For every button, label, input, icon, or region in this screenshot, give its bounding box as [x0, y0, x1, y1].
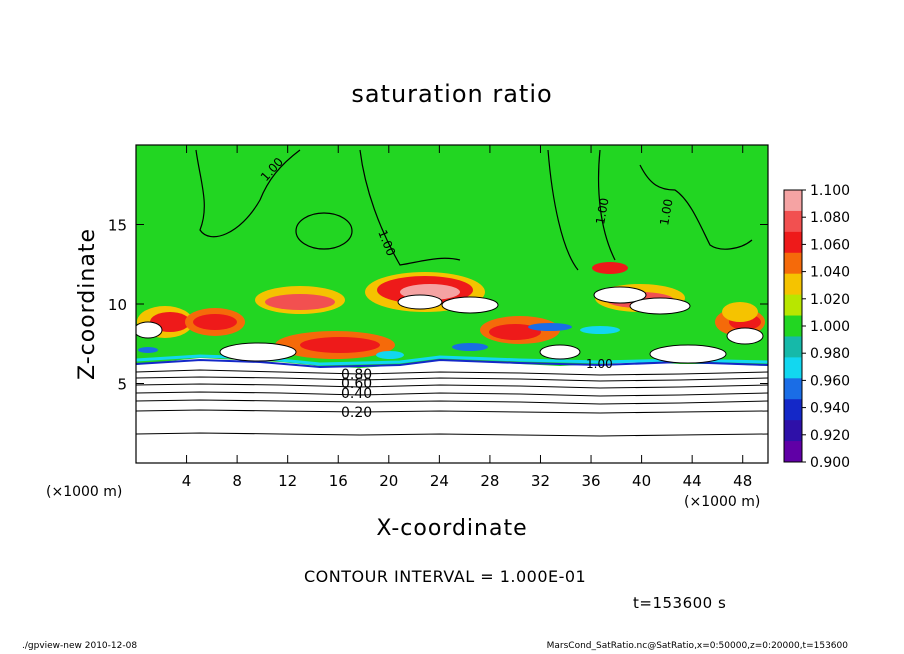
- x-tick-label: 48: [733, 472, 752, 490]
- contour-label: 0.80: [341, 367, 372, 383]
- x-tick-label: 28: [480, 472, 499, 490]
- x-tick-label: 12: [278, 472, 297, 490]
- colorbar-swatch: [784, 441, 802, 463]
- colorbar-label: 1.080: [810, 210, 850, 226]
- y-tick-label: 5: [117, 376, 127, 394]
- saturated-region: [136, 145, 768, 375]
- colorbar: 1.100 1.080 1.060 1.040 1.020 1.000 0.980 0.960…: [783, 183, 850, 471]
- x-tick-label: 8: [232, 472, 242, 490]
- y-tick-label: 10: [108, 296, 127, 314]
- min-saturation-line: [136, 358, 768, 369]
- x-tick-label: 44: [683, 472, 702, 490]
- subsaturated-lower-layer: [136, 358, 768, 463]
- subsaturated-patches: [136, 286, 764, 364]
- footer-right: MarsCond_SatRatio.nc@SatRatio,x=0:50000,…: [546, 641, 848, 651]
- colorbar-swatch: [784, 315, 802, 337]
- colorbar-label: 1.060: [810, 237, 850, 253]
- x-unit-right: (×1000 m): [684, 494, 760, 510]
- contour-interval-note: CONTOUR INTERVAL = 1.000E-01: [304, 567, 587, 586]
- colorbar-label: 1.020: [810, 292, 850, 308]
- colorbar-swatch: [784, 378, 802, 400]
- y-axis-title: Z-coordinate: [75, 228, 100, 380]
- x-tick-label: 40: [632, 472, 651, 490]
- contour-label: 0.60: [341, 376, 372, 392]
- colorbar-swatch: [784, 420, 802, 442]
- colorbar-label: 1.000: [810, 319, 850, 335]
- x-axis: 4 8 12 16 20 24 28 32 36 40 44 48: [182, 145, 752, 490]
- x-tick-label: 36: [581, 472, 600, 490]
- lower-contours: [136, 369, 768, 437]
- colorbar-label: 0.960: [810, 373, 850, 389]
- contour-label: 1.00: [593, 197, 611, 226]
- colorbar-swatch: [784, 357, 802, 379]
- colorbar-swatch: [784, 210, 802, 233]
- x-axis-title: X-coordinate: [376, 516, 527, 541]
- contour-label: 1.00: [586, 357, 613, 371]
- time-label: t=153600 s: [633, 594, 727, 612]
- colorbar-label: 1.040: [810, 265, 850, 281]
- colorbar-label: 1.100: [810, 183, 850, 199]
- contour-label: 0.20: [341, 405, 372, 421]
- footer-left: ./gpview-new 2010-12-08: [22, 641, 138, 651]
- colorbar-label: 0.940: [810, 401, 850, 417]
- chart-title: saturation ratio: [351, 80, 552, 108]
- colorbar-label: 0.900: [810, 455, 850, 471]
- upper-contours: [195, 149, 753, 271]
- x-tick-label: 20: [379, 472, 398, 490]
- x-unit-left: (×1000 m): [46, 484, 122, 500]
- colorbar-swatch: [784, 273, 802, 296]
- colorbar-swatch: [784, 294, 802, 317]
- x-tick-label: 24: [430, 472, 449, 490]
- x-tick-label: 32: [531, 472, 550, 490]
- low-saturation-pockets: [138, 323, 620, 359]
- colorbar-swatch: [784, 399, 802, 421]
- colorbar-label: 0.980: [810, 346, 850, 362]
- colorbar-swatch: [784, 252, 802, 275]
- y-tick-label: 15: [108, 217, 127, 235]
- contour-label: 1.00: [657, 198, 675, 227]
- colorbar-swatch: [784, 231, 802, 254]
- supersaturated-blobs: [137, 262, 765, 359]
- plot-field: [136, 145, 768, 463]
- colorbar-swatch: [784, 336, 802, 358]
- x-tick-label: 16: [329, 472, 348, 490]
- y-axis: 5 10 15: [108, 217, 768, 394]
- contour-label: 0.40: [341, 386, 372, 402]
- colorbar-swatch: [784, 190, 802, 212]
- x-tick-label: 4: [182, 472, 192, 490]
- colorbar-label: 0.920: [810, 428, 850, 444]
